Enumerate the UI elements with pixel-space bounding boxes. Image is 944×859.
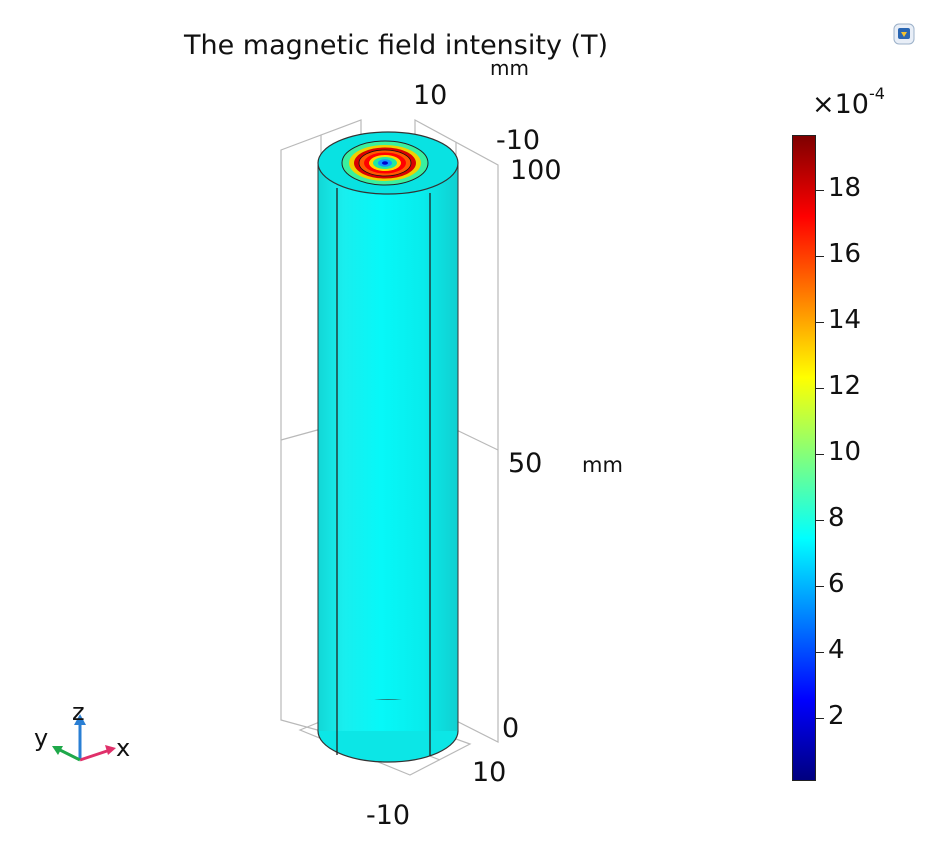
- colorbar: [792, 135, 816, 781]
- colorbar-tick-label: 14: [828, 305, 862, 335]
- colorbar-tick-mark: [816, 586, 824, 587]
- colorbar-tick-label: 4: [828, 635, 845, 665]
- colorbar-tick-label: 6: [828, 569, 845, 599]
- tick-label-bottom-10: 10: [472, 757, 507, 788]
- tick-label-z-0: 0: [502, 713, 520, 744]
- triad-y-label: y: [34, 724, 48, 752]
- colorbar-tick-mark: [816, 454, 824, 455]
- colorbar-tick-mark: [816, 190, 824, 191]
- tick-label-z-100: 100: [510, 155, 562, 186]
- colorbar-multiplier: ×10-4: [812, 84, 885, 120]
- tick-label-top-neg10: -10: [496, 125, 541, 156]
- colorbar-tick-label: 2: [828, 701, 845, 731]
- colorbar-tick-mark: [816, 388, 824, 389]
- colorbar-tick-mark: [816, 718, 824, 719]
- cylinder: [317, 131, 459, 763]
- colorbar-tick-label: 12: [828, 371, 862, 401]
- tick-label-z-50: 50: [508, 448, 543, 479]
- triad-z-label: z: [72, 698, 85, 726]
- colorbar-tick-mark: [816, 322, 824, 323]
- top-axis-unit: mm: [490, 56, 529, 80]
- tick-label-top-10: 10: [413, 80, 448, 111]
- colorbar-tick-label: 8: [828, 503, 845, 533]
- colorbar-tick-label: 18: [828, 173, 862, 203]
- colorbar-tick-mark: [816, 652, 824, 653]
- plot-title: The magnetic field intensity (T): [184, 30, 609, 61]
- tick-label-bottom-neg10: -10: [366, 800, 411, 831]
- colorbar-tick-label: 10: [828, 437, 862, 467]
- colorbar-tick-mark: [816, 520, 824, 521]
- colorbar-tick-mark: [816, 256, 824, 257]
- view-icon[interactable]: [893, 23, 915, 45]
- triad-x-label: x: [116, 734, 130, 762]
- colorbar-tick-label: 16: [828, 239, 862, 269]
- axis-triad: z y x: [34, 698, 130, 762]
- z-axis-unit: mm: [582, 453, 623, 477]
